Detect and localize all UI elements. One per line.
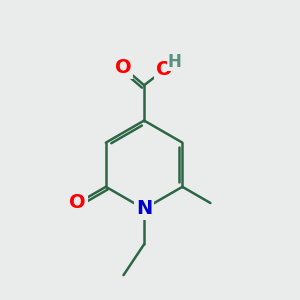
Text: H: H [167, 53, 182, 71]
Text: O: O [115, 58, 132, 77]
Text: O: O [70, 194, 86, 212]
Text: N: N [136, 200, 152, 218]
Text: O: O [156, 60, 172, 80]
